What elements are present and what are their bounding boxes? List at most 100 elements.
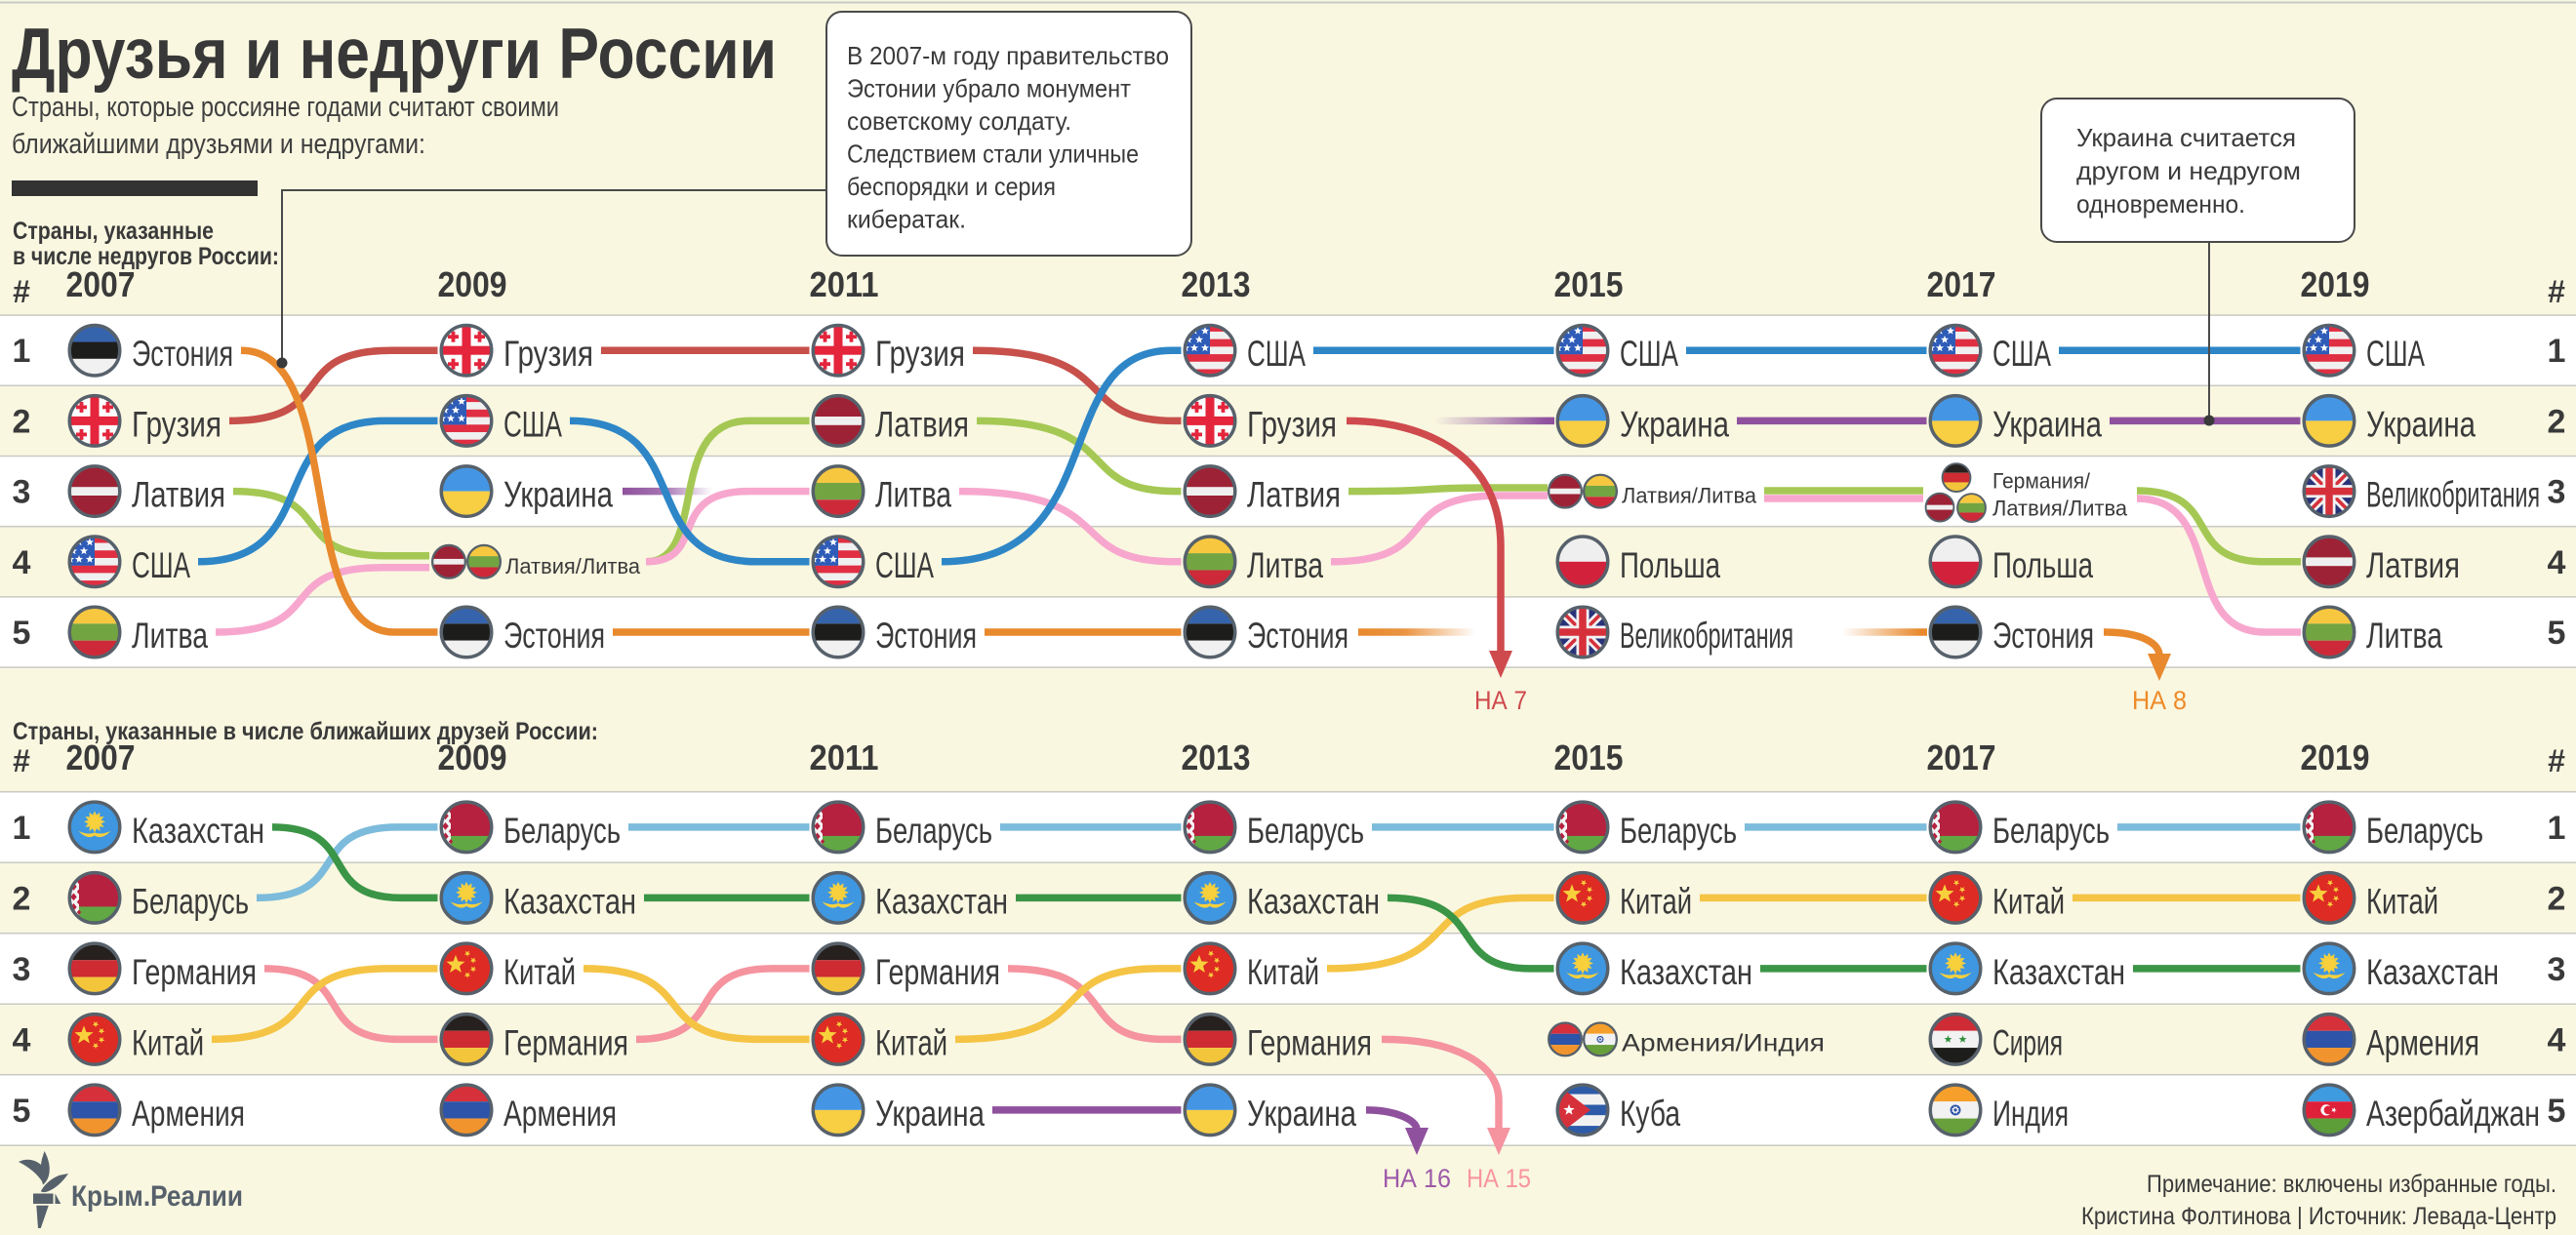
svg-text:2015: 2015 <box>1554 737 1624 777</box>
svg-text:Украина считается: Украина считается <box>2076 123 2296 152</box>
svg-text:Эстония: Эстония <box>132 334 233 374</box>
svg-text:беспорядки и серия: беспорядки и серия <box>847 172 1056 201</box>
svg-text:Китай: Китай <box>1247 952 1319 992</box>
svg-text:1: 1 <box>13 333 31 370</box>
svg-text:Эстония: Эстония <box>1247 616 1348 656</box>
svg-text:1: 1 <box>2548 810 2566 847</box>
svg-text:Великобритания: Великобритания <box>2366 475 2540 515</box>
svg-text:США: США <box>2366 334 2425 374</box>
svg-text:Литва: Литва <box>1247 545 1323 585</box>
svg-text:2007: 2007 <box>66 264 136 304</box>
svg-text:3: 3 <box>2548 474 2566 511</box>
svg-text:Казахстан: Казахстан <box>2366 952 2499 992</box>
svg-text:2019: 2019 <box>2301 264 2370 304</box>
svg-text:Армения: Армения <box>2366 1022 2479 1062</box>
svg-text:Казахстан: Казахстан <box>503 881 636 921</box>
svg-text:Страны, указанные в числе ближ: Страны, указанные в числе ближайших друз… <box>13 718 598 745</box>
svg-text:США: США <box>875 545 934 585</box>
svg-text:Беларусь: Беларусь <box>1247 811 1364 851</box>
svg-text:Латвия: Латвия <box>2366 545 2460 585</box>
svg-text:Китай: Китай <box>1620 881 1692 921</box>
svg-text:НА 8: НА 8 <box>2132 686 2187 715</box>
svg-text:2: 2 <box>13 880 31 917</box>
svg-text:Беларусь: Беларусь <box>875 811 992 851</box>
svg-text:Сирия: Сирия <box>1992 1022 2063 1062</box>
svg-text:другом и недругом: другом и недругом <box>2076 156 2301 185</box>
svg-text:ближайшими друзьями и недругам: ближайшими друзьями и недругами: <box>12 129 425 160</box>
svg-text:советскому солдату.: советскому солдату. <box>847 106 1071 136</box>
svg-text:Беларусь: Беларусь <box>1992 811 2110 851</box>
svg-text:2013: 2013 <box>1182 264 1251 304</box>
svg-text:НА 7: НА 7 <box>1474 686 1527 715</box>
svg-text:кибератак.: кибератак. <box>847 205 966 234</box>
svg-text:в числе недругов России:: в числе недругов России: <box>13 243 279 270</box>
svg-text:Следствием стали уличные: Следствием стали уличные <box>847 139 1139 169</box>
svg-text:Азербайджан: Азербайджан <box>2366 1094 2540 1134</box>
svg-text:Грузия: Грузия <box>875 334 965 374</box>
svg-text:2: 2 <box>2548 403 2566 440</box>
svg-text:Китай: Китай <box>875 1022 947 1062</box>
svg-text:Кристина Фолтинова | Источник:: Кристина Фолтинова | Источник: Левада-Це… <box>2081 1203 2556 1230</box>
svg-text:#: # <box>13 743 30 778</box>
svg-text:Латвия: Латвия <box>1247 475 1341 515</box>
svg-text:Латвия: Латвия <box>875 404 969 444</box>
svg-text:Грузия: Грузия <box>1247 404 1337 444</box>
svg-text:2: 2 <box>13 403 31 440</box>
svg-text:НА 15: НА 15 <box>1467 1164 1531 1193</box>
svg-text:Китай: Китай <box>132 1022 204 1062</box>
svg-text:5: 5 <box>2548 1093 2566 1130</box>
svg-text:Германия: Германия <box>1247 1022 1372 1062</box>
svg-text:3: 3 <box>2548 951 2566 988</box>
svg-text:2007: 2007 <box>66 737 136 777</box>
svg-text:Куба: Куба <box>1620 1094 1680 1134</box>
svg-text:Украина: Украина <box>875 1094 985 1134</box>
svg-text:Армения/Индия: Армения/Индия <box>1622 1029 1825 1056</box>
svg-text:Грузия: Грузия <box>132 404 221 444</box>
svg-text:Латвия/Литва: Латвия/Литва <box>1992 497 2128 521</box>
svg-text:2017: 2017 <box>1927 737 1996 777</box>
svg-text:Китай: Китай <box>503 952 576 992</box>
svg-text:Латвия/Литва: Латвия/Литва <box>505 554 641 578</box>
svg-text:Германия: Германия <box>503 1022 628 1062</box>
svg-text:одновременно.: одновременно. <box>2076 189 2245 219</box>
svg-text:Китай: Китай <box>2366 881 2438 921</box>
svg-text:Казахстан: Казахстан <box>1247 881 1380 921</box>
svg-text:Эстонии убрало монумент: Эстонии убрало монумент <box>847 74 1131 103</box>
svg-text:Индия: Индия <box>1992 1094 2069 1134</box>
svg-text:Грузия: Грузия <box>503 334 593 374</box>
svg-text:1: 1 <box>2548 333 2566 370</box>
svg-text:Украина: Украина <box>1992 404 2102 444</box>
svg-text:#: # <box>13 274 30 309</box>
svg-text:Польша: Польша <box>1992 545 2093 585</box>
svg-text:Казахстан: Казахстан <box>1992 952 2125 992</box>
svg-text:Казахстан: Казахстан <box>875 881 1008 921</box>
svg-text:Германия: Германия <box>132 952 257 992</box>
svg-text:Украина: Украина <box>1620 404 1729 444</box>
svg-text:3: 3 <box>13 474 31 511</box>
svg-text:Украина: Украина <box>503 475 613 515</box>
svg-text:5: 5 <box>13 615 31 652</box>
svg-text:3: 3 <box>13 951 31 988</box>
svg-text:Беларусь: Беларусь <box>503 811 621 851</box>
svg-text:Примечание: включены избранные: Примечание: включены избранные годы. <box>2147 1171 2556 1198</box>
svg-text:2015: 2015 <box>1554 264 1624 304</box>
svg-text:Эстония: Эстония <box>1992 616 2094 656</box>
svg-text:Украина: Украина <box>1247 1094 1356 1134</box>
svg-text:2011: 2011 <box>810 264 879 304</box>
svg-text:Эстония: Эстония <box>875 616 977 656</box>
svg-text:#: # <box>2548 743 2565 778</box>
svg-text:Беларусь: Беларусь <box>132 881 249 921</box>
svg-text:США: США <box>1247 334 1306 374</box>
svg-text:Литва: Литва <box>132 616 208 656</box>
svg-text:Беларусь: Беларусь <box>2366 811 2483 851</box>
svg-text:Беларусь: Беларусь <box>1620 811 1737 851</box>
svg-text:Армения: Армения <box>132 1094 245 1134</box>
svg-text:1: 1 <box>13 810 31 847</box>
svg-text:Латвия: Латвия <box>132 475 225 515</box>
svg-text:Польша: Польша <box>1620 545 1720 585</box>
svg-text:5: 5 <box>2548 615 2566 652</box>
svg-text:Литва: Литва <box>2366 616 2442 656</box>
svg-text:#: # <box>2548 274 2565 309</box>
svg-text:Страны, которые россияне годам: Страны, которые россияне годами считают … <box>12 92 559 123</box>
svg-text:2: 2 <box>2548 880 2566 917</box>
